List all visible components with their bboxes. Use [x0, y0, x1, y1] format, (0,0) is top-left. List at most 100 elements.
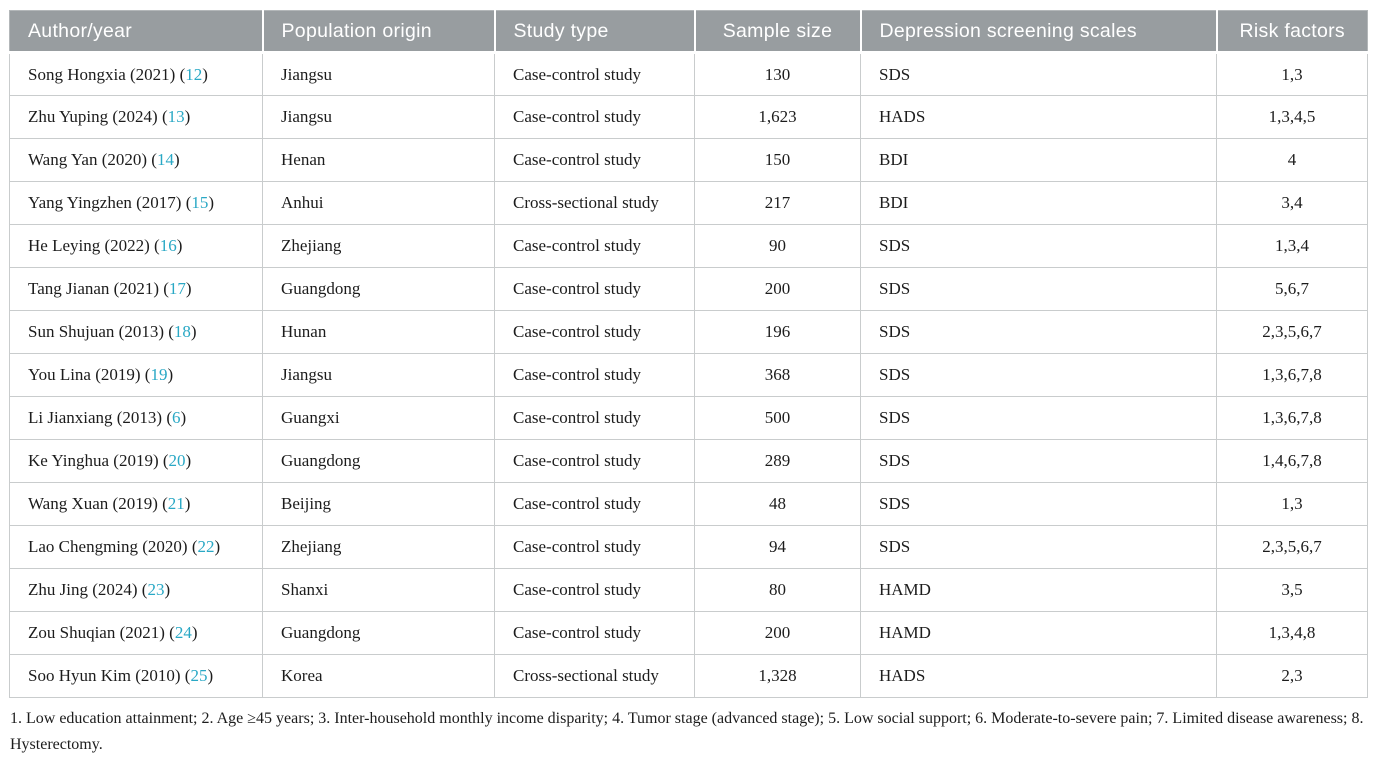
sample-size-cell: 289: [694, 439, 861, 483]
citation-ref-link[interactable]: 17: [168, 279, 186, 298]
population-origin-cell: Jiangsu: [262, 95, 495, 139]
study-type-cell: Case-control study: [494, 396, 695, 440]
citation-ref-link[interactable]: 25: [190, 666, 208, 685]
sample-size-cell: 130: [694, 52, 861, 96]
study-type-cell: Case-control study: [494, 568, 695, 612]
sample-size-cell: 48: [694, 482, 861, 526]
screening-scale-cell: SDS: [860, 439, 1217, 483]
study-type-cell: Cross-sectional study: [494, 181, 695, 225]
risk-factors-cell: 1,4,6,7,8: [1216, 439, 1368, 483]
author-year-cell: Zhu Jing (2024) (23): [9, 568, 263, 612]
sample-size-cell: 200: [694, 267, 861, 311]
table-row: Yang Yingzhen (2017) (15) Anhui Cross-sect…: [9, 181, 1368, 225]
citation-ref-link[interactable]: 12: [185, 64, 203, 84]
risk-factors-cell: 1,3: [1216, 52, 1368, 96]
population-origin-cell: Korea: [262, 654, 495, 698]
author-year-cell: Li Jianxiang (2013) (6): [9, 396, 263, 440]
screening-scale-cell: HAMD: [860, 568, 1217, 612]
sample-size-cell: 80: [694, 568, 861, 612]
risk-factors-cell: 3,4: [1216, 181, 1368, 225]
study-type-cell: Case-control study: [494, 439, 695, 483]
citation-ref-link[interactable]: 16: [159, 236, 177, 255]
sample-size-cell: 368: [694, 353, 861, 397]
study-type-cell: Case-control study: [494, 310, 695, 354]
author-year-cell: Yang Yingzhen (2017) (15): [9, 181, 263, 225]
table-footnote: 1. Low education attainment; 2. Age ≥45 …: [10, 710, 1364, 753]
citation-ref-link[interactable]: 6: [172, 408, 181, 427]
author-year-cell: Wang Xuan (2019) (21): [9, 482, 263, 526]
author-year-cell: Lao Chengming (2020) (22): [9, 525, 263, 569]
author-year-cell: Ke Yinghua (2019) (20): [9, 439, 263, 483]
risk-factors-cell: 1,3: [1216, 482, 1368, 526]
table-row: Zhu Jing (2024) (23) Shanxi Case-control s…: [9, 568, 1368, 612]
population-origin-cell: Guangdong: [262, 439, 495, 483]
citation-ref-link[interactable]: 14: [156, 150, 174, 169]
table-row: Tang Jianan (2021) (17) Guangdong Case-con…: [9, 267, 1368, 311]
table-row: He Leying (2022) (16) Zhejiang Case-contro…: [9, 224, 1368, 268]
sample-size-cell: 196: [694, 310, 861, 354]
population-origin-cell: Henan: [262, 138, 495, 182]
column-header-sample-size: Sample size: [693, 10, 861, 54]
screening-scale-cell: SDS: [860, 353, 1217, 397]
author-year-cell: Tang Jianan (2021) (17): [9, 267, 263, 311]
citation-ref-link[interactable]: 13: [167, 107, 185, 126]
author-year-cell: Zhu Yuping (2024) (13): [9, 95, 263, 139]
column-header-population-origin: Population origin: [261, 10, 495, 54]
risk-factors-cell: 3,5: [1216, 568, 1368, 612]
screening-scale-cell: SDS: [860, 267, 1217, 311]
study-type-cell: Case-control study: [494, 52, 695, 96]
study-type-cell: Case-control study: [494, 224, 695, 268]
population-origin-cell: Shanxi: [262, 568, 495, 612]
citation-ref-link[interactable]: 20: [168, 451, 186, 470]
citation-ref-link[interactable]: 23: [147, 580, 165, 599]
citation-ref-link[interactable]: 21: [167, 494, 185, 513]
screening-scale-cell: BDI: [860, 138, 1217, 182]
study-type-cell: Cross-sectional study: [494, 654, 695, 698]
column-header-author-year: Author/year: [9, 10, 263, 54]
citation-ref-link[interactable]: 15: [191, 193, 209, 212]
author-year-cell: Song Hongxia (2021) (12): [9, 52, 263, 96]
population-origin-cell: Zhejiang: [262, 224, 495, 268]
table-body: Song Hongxia (2021) (12) Jiangsu Case-cont…: [9, 52, 1368, 698]
table-row: Soo Hyun Kim (2010) (25) Korea Cross-secti…: [9, 654, 1368, 698]
risk-factors-cell: 5,6,7: [1216, 267, 1368, 311]
author-year-cell: Sun Shujuan (2013) (18): [9, 310, 263, 354]
risk-factors-cell: 1,3,4,8: [1216, 611, 1368, 655]
table-row: Zou Shuqian (2021) (24) Guangdong Case-con…: [9, 611, 1368, 655]
citation-ref-link[interactable]: 19: [150, 365, 168, 384]
population-origin-cell: Hunan: [262, 310, 495, 354]
studies-table: Author/year Population origin Study type…: [9, 10, 1368, 698]
risk-factors-cell: 1,3,6,7,8: [1216, 396, 1368, 440]
sample-size-cell: 94: [694, 525, 861, 569]
table-row: Wang Xuan (2019) (21) Beijing Case-control…: [9, 482, 1368, 526]
column-header-study-type: Study type: [493, 10, 695, 54]
table-row: Wang Yan (2020) (14) Henan Case-control st…: [9, 138, 1368, 182]
author-year-cell: Soo Hyun Kim (2010) (25): [9, 654, 263, 698]
study-type-cell: Case-control study: [494, 611, 695, 655]
study-type-cell: Case-control study: [494, 95, 695, 139]
population-origin-cell: Jiangsu: [262, 52, 495, 96]
citation-ref-link[interactable]: 24: [174, 623, 192, 642]
risk-factors-cell: 2,3,5,6,7: [1216, 310, 1368, 354]
table-row: Li Jianxiang (2013) (6) Guangxi Case-contr…: [9, 396, 1368, 440]
citation-ref-link[interactable]: 18: [173, 322, 191, 341]
screening-scale-cell: SDS: [860, 525, 1217, 569]
author-year-cell: Wang Yan (2020) (14): [9, 138, 263, 182]
screening-scale-cell: HAMD: [860, 611, 1217, 655]
screening-scale-cell: BDI: [860, 181, 1217, 225]
screening-scale-cell: SDS: [860, 396, 1217, 440]
screening-scale-cell: HADS: [860, 95, 1217, 139]
citation-ref-link[interactable]: 22: [197, 537, 215, 556]
column-header-depression-screening-scales: Depression screening scales: [859, 10, 1217, 54]
screening-scale-cell: SDS: [860, 310, 1217, 354]
table-row: Ke Yinghua (2019) (20) Guangdong Case-cont…: [9, 439, 1368, 483]
screening-scale-cell: SDS: [860, 52, 1217, 96]
population-origin-cell: Anhui: [262, 181, 495, 225]
study-type-cell: Case-control study: [494, 353, 695, 397]
risk-factors-cell: 1,3,4,5: [1216, 95, 1368, 139]
screening-scale-cell: HADS: [860, 654, 1217, 698]
study-type-cell: Case-control study: [494, 267, 695, 311]
risk-factors-cell: 2,3: [1216, 654, 1368, 698]
population-origin-cell: Guangdong: [262, 267, 495, 311]
